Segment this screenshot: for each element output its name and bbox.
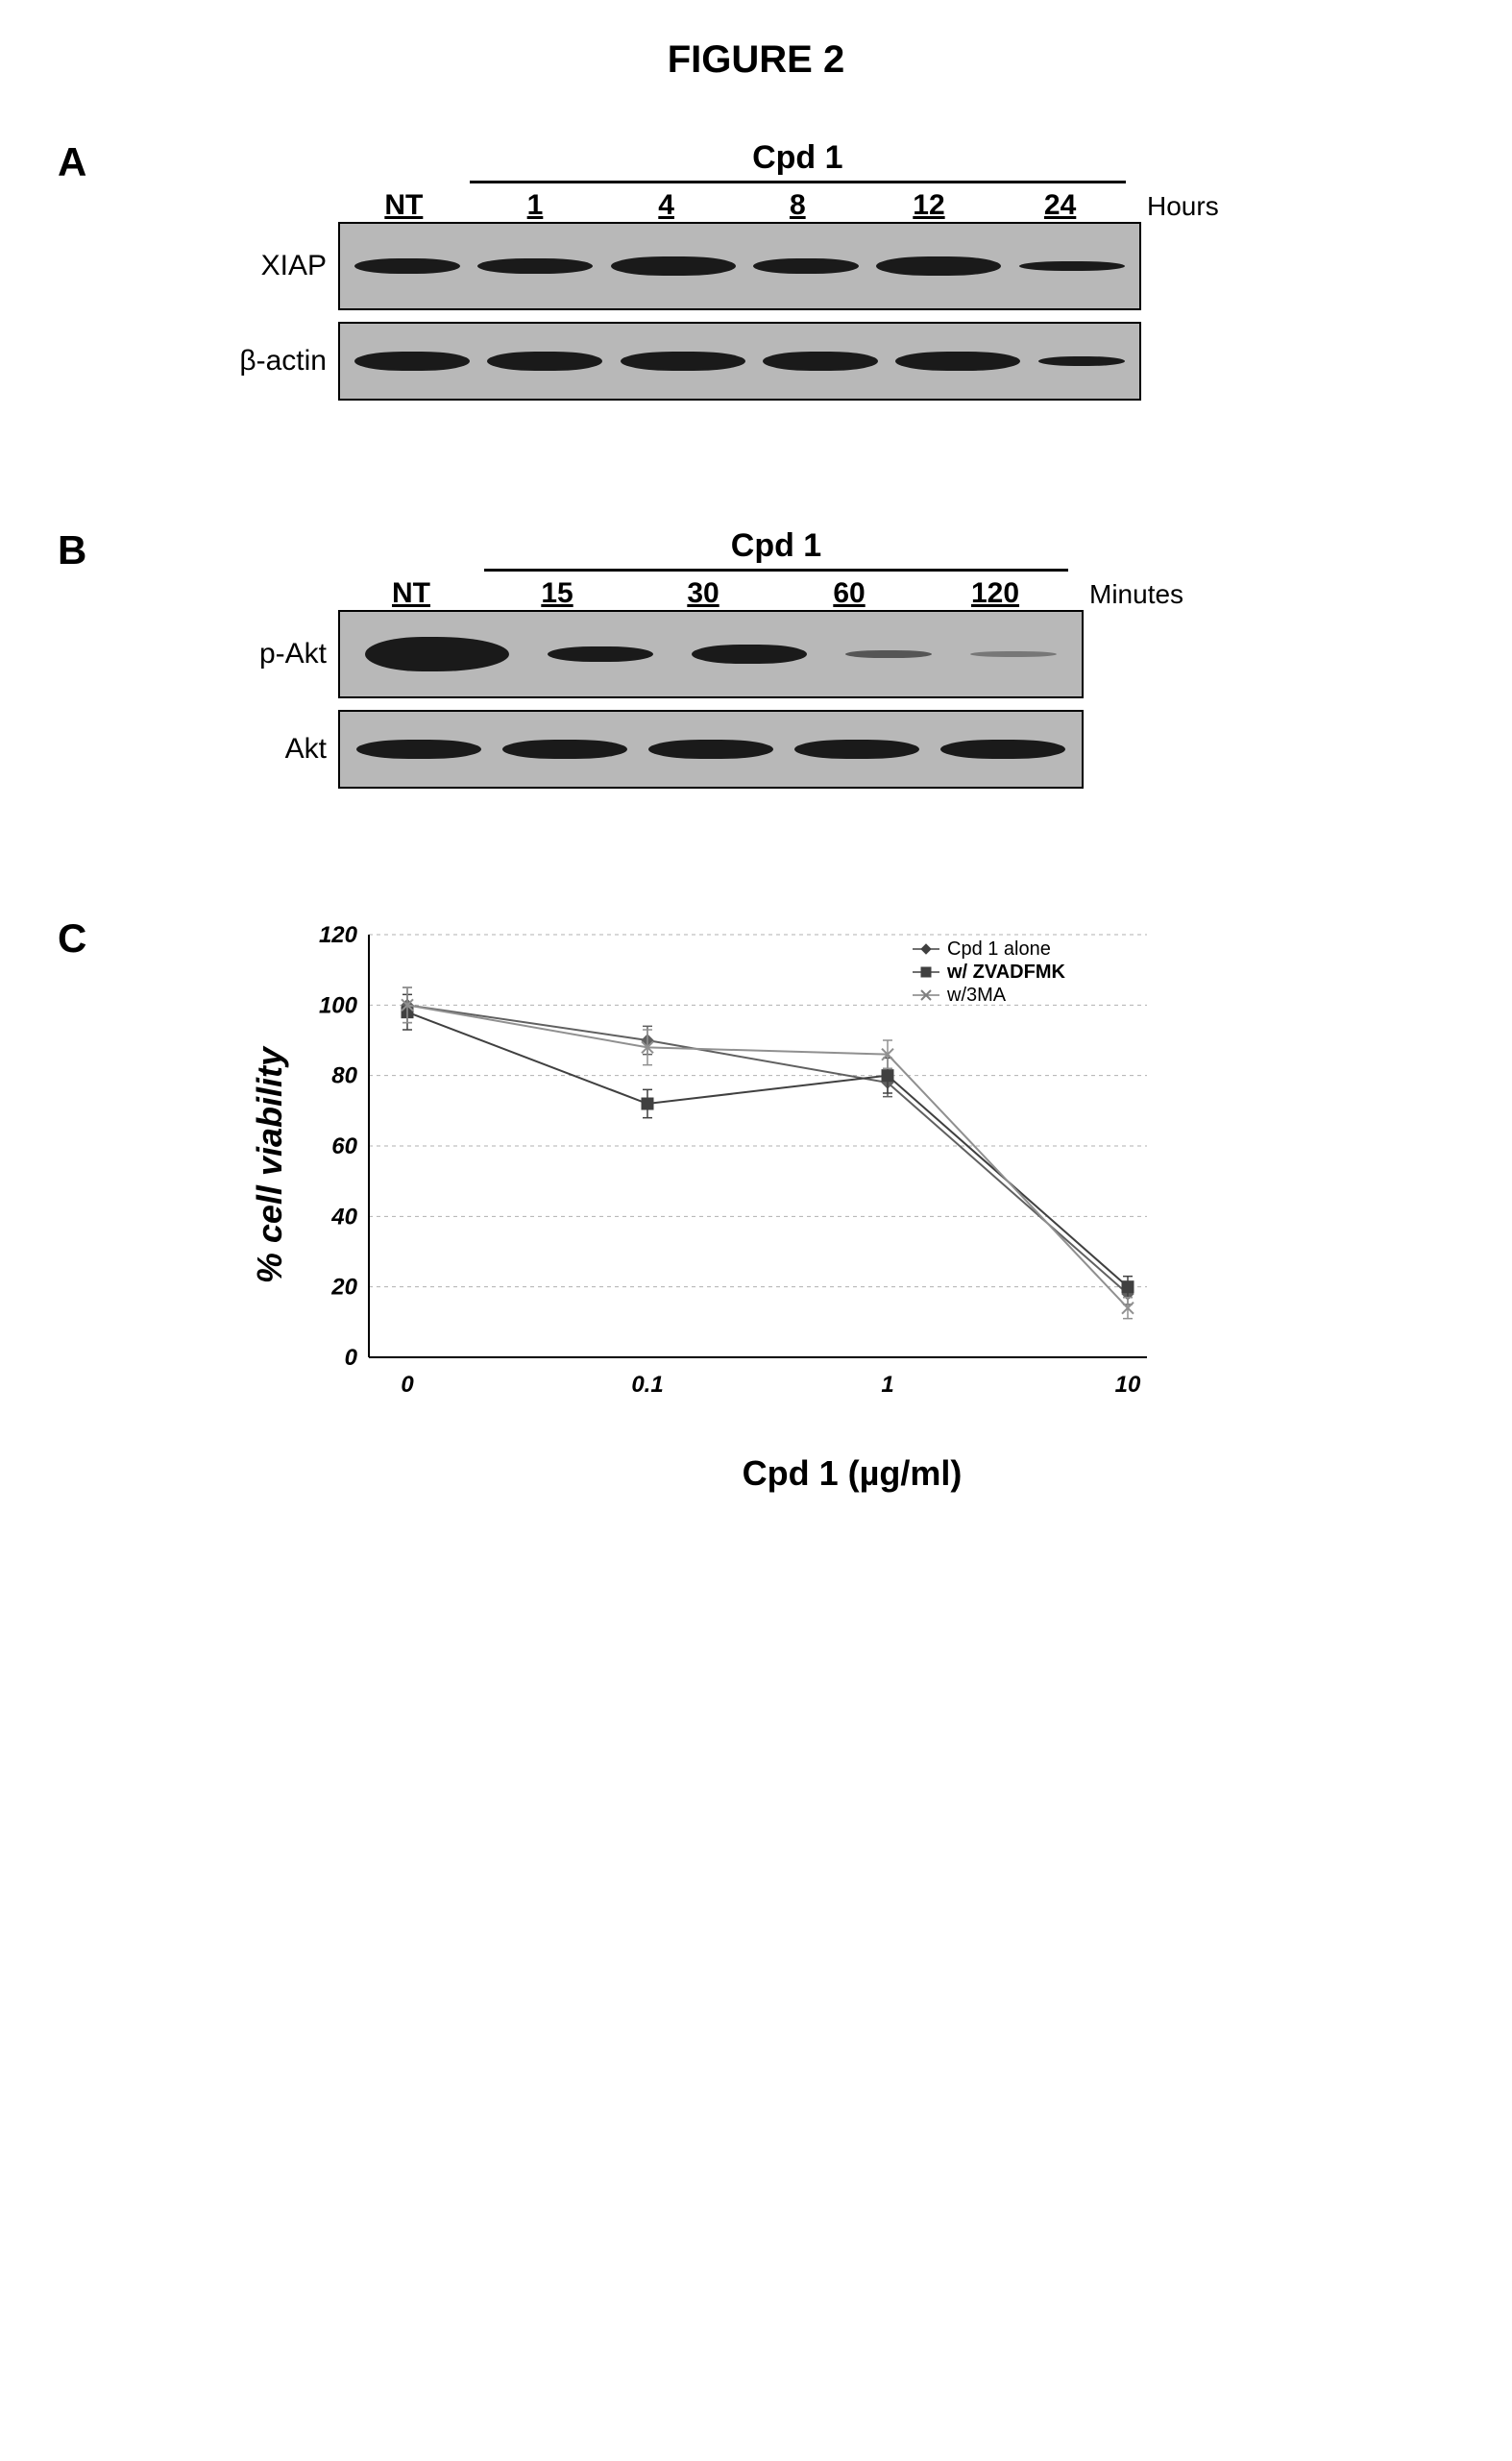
chart-series-marker-1-3 xyxy=(1122,1281,1134,1293)
chart-xtick-3: 10 xyxy=(1115,1372,1141,1398)
panel-b: B Cpd 1NT153060120 Minutes p-Akt Akt xyxy=(58,527,1454,800)
panel-b-content: Cpd 1NT153060120 Minutes p-Akt Akt xyxy=(134,527,1454,800)
chart-ytick-3: 60 xyxy=(331,1133,357,1159)
panel-a-band-1-5 xyxy=(1038,356,1125,366)
chart-ytick-1: 20 xyxy=(330,1275,357,1301)
panel-a: A Cpd 1NT1481224 Hours XIAP β-actin xyxy=(58,139,1454,412)
panel-a-lane-label-3: 8 xyxy=(732,189,864,222)
panel-b-lane-label-0: NT xyxy=(338,577,484,610)
panel-a-band-0-3 xyxy=(753,258,859,274)
panel-b-blot-box-1 xyxy=(338,710,1084,789)
panel-a-lane-label-1: 1 xyxy=(470,189,601,222)
panel-a-lane-label-0: NT xyxy=(338,189,470,222)
panel-a-blot-box-1 xyxy=(338,322,1141,401)
panel-a-band-1-2 xyxy=(621,352,745,371)
panel-b-band-1-1 xyxy=(502,740,627,759)
panel-b-time-unit: Minutes xyxy=(1089,579,1183,610)
chart-xtick-2: 1 xyxy=(881,1372,893,1398)
chart-x-axis-title: Cpd 1 (µg/ml) xyxy=(250,1453,1454,1494)
panel-b-blot-box-0 xyxy=(338,610,1084,698)
panel-a-content: Cpd 1NT1481224 Hours XIAP β-actin xyxy=(134,139,1454,412)
panel-c-content: % cell viability 0 20 40 60 80 100 120 0 0.1 1 10 C… xyxy=(134,915,1454,1494)
panel-b-lane-label-3: 60 xyxy=(776,577,922,610)
chart-legend-label-0: Cpd 1 alone xyxy=(947,938,1051,960)
panel-a-blot-box-0 xyxy=(338,222,1141,310)
panel-b-blot-row-1: Akt xyxy=(211,710,1454,789)
panel-a-band-0-1 xyxy=(477,258,593,274)
panel-a-lane-label-5: 24 xyxy=(994,189,1126,222)
chart-ytick-6: 120 xyxy=(319,922,358,948)
panel-b-band-0-0 xyxy=(365,637,509,671)
panel-c-label: C xyxy=(58,915,134,962)
figure-title: FIGURE 2 xyxy=(58,38,1454,82)
panel-b-row-label-1: Akt xyxy=(211,733,327,766)
panel-a-blot-row-1: β-actin xyxy=(211,322,1454,401)
panel-b-band-0-1 xyxy=(548,646,653,662)
panel-b-treatment-bar xyxy=(484,569,1068,572)
chart-ytick-4: 80 xyxy=(331,1063,357,1089)
panel-b-band-1-3 xyxy=(794,740,919,759)
panel-b-band-0-3 xyxy=(845,650,932,658)
panel-a-band-1-4 xyxy=(895,352,1020,371)
panel-b-band-0-4 xyxy=(970,651,1057,657)
chart-ytick-0: 0 xyxy=(345,1345,358,1371)
panel-a-row-label-0: XIAP xyxy=(211,250,327,282)
panel-b-band-1-2 xyxy=(648,740,773,759)
chart-series-marker-1-1 xyxy=(642,1098,653,1109)
panel-a-band-0-4 xyxy=(876,256,1001,276)
chart-xtick-0: 0 xyxy=(401,1372,414,1398)
panel-a-lane-label-2: 4 xyxy=(600,189,732,222)
panel-b-band-0-2 xyxy=(692,645,807,664)
panel-a-treatment-label: Cpd 1 xyxy=(470,139,1126,177)
chart-ytick-2: 40 xyxy=(330,1204,357,1230)
chart-xtick-1: 0.1 xyxy=(631,1372,663,1398)
chart-y-axis-title: % cell viability xyxy=(250,1047,290,1283)
panel-a-treatment-bar xyxy=(470,181,1126,183)
panel-a-label: A xyxy=(58,139,134,185)
panel-a-band-0-5 xyxy=(1019,261,1125,271)
panel-a-band-1-3 xyxy=(763,352,878,371)
panel-a-band-0-0 xyxy=(354,258,460,274)
panel-b-treatment-label: Cpd 1 xyxy=(484,527,1068,565)
panel-b-label: B xyxy=(58,527,134,573)
panel-a-lane-label-4: 12 xyxy=(864,189,995,222)
panel-a-band-1-0 xyxy=(354,352,470,371)
panel-b-row-label-0: p-Akt xyxy=(211,638,327,670)
panel-a-band-0-2 xyxy=(611,256,736,276)
chart-legend-label-2: w/3MA xyxy=(946,985,1007,1006)
panel-b-lane-label-4: 120 xyxy=(922,577,1068,610)
viability-chart: 0 20 40 60 80 100 120 0 0.1 1 10 Cpd 1 alonew/ ZVAD… xyxy=(302,915,1166,1415)
panel-b-blot-row-0: p-Akt xyxy=(211,610,1454,698)
panel-c: C % cell viability 0 20 40 60 80 100 120 0 0.1 1 1… xyxy=(58,915,1454,1494)
panel-b-band-1-0 xyxy=(356,740,481,759)
panel-b-lane-label-1: 15 xyxy=(484,577,630,610)
chart-ytick-5: 100 xyxy=(319,992,358,1018)
panel-a-band-1-1 xyxy=(487,352,602,371)
chart-series-marker-1-2 xyxy=(882,1070,893,1082)
panel-b-band-1-4 xyxy=(940,740,1065,759)
chart-legend-label-1: w/ ZVADFMK xyxy=(946,962,1066,983)
panel-a-row-label-1: β-actin xyxy=(211,345,327,378)
panel-b-lane-label-2: 30 xyxy=(630,577,776,610)
panel-a-blot-row-0: XIAP xyxy=(211,222,1454,310)
panel-a-time-unit: Hours xyxy=(1147,191,1219,222)
